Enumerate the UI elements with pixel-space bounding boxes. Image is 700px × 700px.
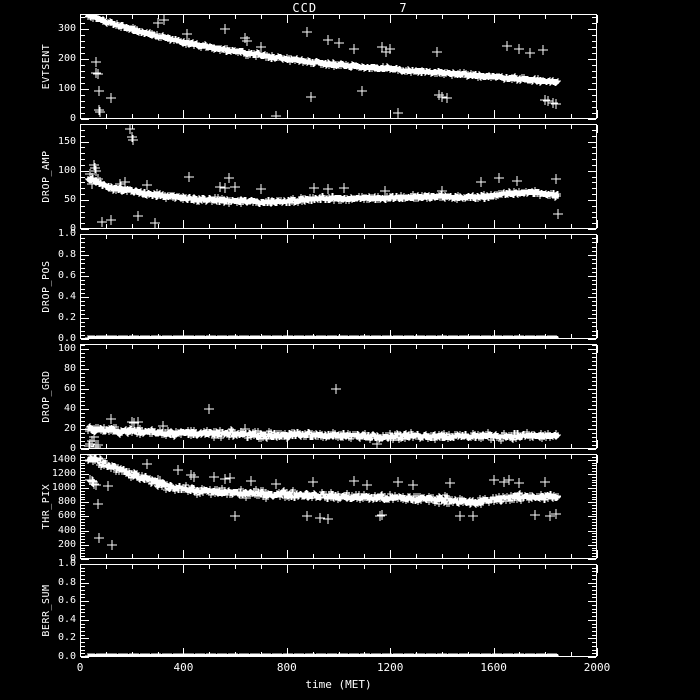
y-tick-label: 1400	[51, 453, 76, 465]
y-tick-label: 1.0	[57, 558, 76, 569]
x-axis-label: time (MET)	[305, 678, 372, 691]
y-tick-label: 0	[69, 223, 76, 234]
y-tick-label: 100	[57, 83, 76, 94]
x-tick-label: 400	[173, 661, 194, 674]
y-tick-label: 800	[57, 496, 76, 508]
y-tick-label: 400	[57, 524, 76, 536]
data-layer	[85, 14, 561, 119]
panel-thr-pix: 0 200 400 600 800 1000 1200 1400 THR_PIX	[41, 454, 598, 564]
panel-berr-sum: 0.0 0.2 0.4 0.6 0.8 1.0 BERR_SUM	[41, 559, 598, 662]
y-tick-label: 20	[63, 423, 76, 434]
y-axis-label-drop-grd: DROP_GRD	[40, 369, 52, 423]
panel-drop-grd: 0 20 40 60 80 100 DROP_GRD	[41, 344, 598, 454]
data-layer	[84, 384, 561, 449]
y-tick-label: 0.8	[57, 576, 76, 588]
panel-frame	[80, 344, 597, 449]
x-tick-label: 800	[276, 661, 297, 674]
y-tick-label: 0.4	[57, 291, 76, 302]
y-axis-label-drop-amp: DROP_AMP	[40, 149, 52, 203]
panel-frame	[80, 124, 597, 229]
y-tick-label: 150	[57, 135, 76, 147]
x-tick-label: 1600	[480, 661, 507, 674]
data-layer	[85, 335, 559, 339]
panel-evtsent: 0 100 200 300 EVTSENT	[41, 14, 598, 124]
y-tick-label: 0.6	[57, 270, 76, 281]
y-tick-label: 0.2	[57, 632, 76, 644]
y-tick-label: 600	[57, 510, 76, 522]
y-tick-label: 0	[69, 553, 76, 564]
y-tick-label: 0.2	[57, 312, 76, 323]
y-tick-label: 80	[63, 363, 76, 374]
x-tick-label: 2000	[583, 661, 611, 674]
y-axis-label-berr-sum: BERR_SUM	[40, 583, 52, 637]
y-tick-label: 0.0	[57, 333, 76, 344]
data-layer	[85, 124, 563, 228]
page-title: CCD 7	[292, 1, 408, 15]
y-tick-label: 1.0	[57, 228, 76, 239]
y-tick-label: 0.8	[57, 249, 76, 260]
y-tick-label: 100	[57, 343, 76, 354]
panel-drop-pos: 0.0 0.2 0.4 0.6 0.8 1.0 DROP_POS	[41, 229, 598, 344]
data-layer	[85, 653, 559, 657]
panel-frame	[80, 14, 597, 119]
panel-frame	[80, 454, 597, 559]
x-tick-label: 1200	[376, 661, 404, 674]
y-tick-label: 300	[57, 23, 76, 34]
y-axis-label-evtsent: EVTSENT	[40, 43, 52, 89]
y-tick-label: 40	[63, 403, 76, 414]
panel-drop-amp: 0 50 100 150 DROP_AMP	[41, 124, 598, 234]
y-tick-label: 0.6	[57, 595, 76, 607]
y-tick-label: 200	[57, 53, 76, 64]
y-tick-label: 0	[69, 443, 76, 454]
y-tick-label: 0.0	[57, 651, 76, 662]
y-tick-label: 60	[63, 383, 76, 394]
y-tick-label: 200	[57, 538, 76, 550]
y-tick-label: 1000	[51, 482, 76, 494]
y-axis-label-drop-pos: DROP_POS	[40, 259, 52, 313]
y-tick-label: 0.4	[57, 613, 76, 625]
y-tick-label: 50	[63, 193, 76, 205]
y-tick-label: 0	[69, 113, 76, 124]
y-tick-label: 1200	[51, 467, 76, 479]
data-layer	[85, 454, 561, 550]
x-tick-label: 0	[76, 661, 84, 674]
y-tick-label: 100	[57, 164, 76, 176]
y-axis-label-thr-pix: THR_PIX	[40, 483, 52, 529]
